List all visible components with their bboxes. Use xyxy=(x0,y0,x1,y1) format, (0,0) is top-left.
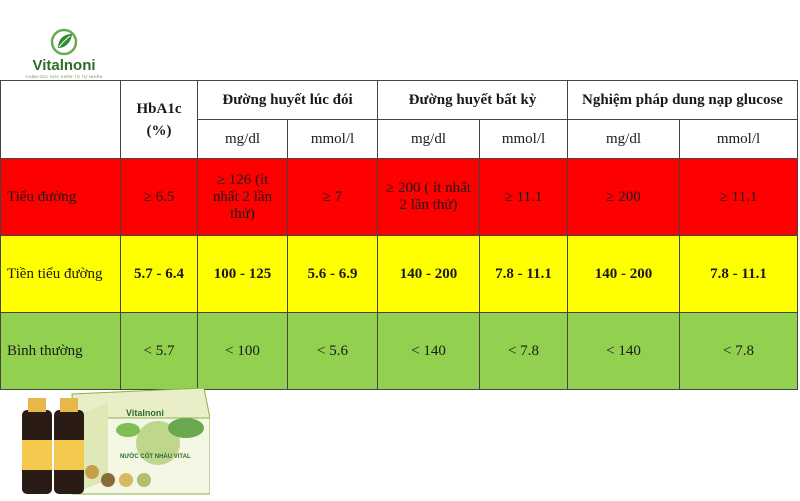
table-cell: ≥ 11.1 xyxy=(679,158,798,236)
table-cell: ≥ 6.5 xyxy=(120,158,198,236)
table-cell: 100 - 125 xyxy=(197,235,288,313)
table-cell: ≥ 7 xyxy=(287,158,378,236)
brand-tagline: CHĂM SÓC SỨC KHỎE TỪ TỰ NHIÊN xyxy=(25,74,103,79)
row-label: Tiểu đường xyxy=(0,158,121,236)
box-title: NƯỚC CỐT NHÀU VITAL xyxy=(120,454,191,460)
unit-header: mg/dl xyxy=(377,119,480,159)
table-cell: < 7.8 xyxy=(679,312,798,390)
hba1c-header: HbA1c (%) xyxy=(120,80,198,159)
table-cell: 7.8 - 11.1 xyxy=(479,235,568,313)
table-row-diabetes: Tiểu đường ≥ 6.5 ≥ 126 (ít nhất 2 lần th… xyxy=(0,158,798,236)
unit-header: mg/dl xyxy=(197,119,288,159)
row-label: Bình thường xyxy=(0,312,121,390)
table-cell: 140 - 200 xyxy=(377,235,480,313)
table-cell: < 5.6 xyxy=(287,312,378,390)
table-cell: < 7.8 xyxy=(479,312,568,390)
brand-name: Vitalnoni xyxy=(32,57,96,74)
box-brand: Vitalnoni xyxy=(126,408,164,418)
product-image: Vitalnoni NƯỚC CỐT NHÀU VITAL xyxy=(8,387,211,496)
unit-header: mmol/l xyxy=(287,119,378,159)
corner-cell xyxy=(0,80,121,159)
table-cell: < 5.7 xyxy=(120,312,198,390)
group-fasting: Đường huyết lúc đói xyxy=(197,80,378,120)
brand-logo: Vitalnoni CHĂM SÓC SỨC KHỎE TỪ TỰ NHIÊN xyxy=(24,28,104,84)
table-cell: 7.8 - 11.1 xyxy=(679,235,798,313)
leaf-logo-icon xyxy=(50,28,78,56)
table-cell: < 140 xyxy=(377,312,480,390)
table-row-normal: Bình thường < 5.7 < 100 < 5.6 < 140 < 7.… xyxy=(0,312,798,390)
table-cell: < 100 xyxy=(197,312,288,390)
unit-header: mg/dl xyxy=(567,119,680,159)
group-ogtt: Nghiệm pháp dung nạp glucose xyxy=(567,80,798,120)
table-cell: ≥ 11.1 xyxy=(479,158,568,236)
table-row-prediabetes: Tiền tiểu đường 5.7 - 6.4 100 - 125 5.6 … xyxy=(0,235,798,313)
unit-header: mmol/l xyxy=(479,119,568,159)
table-cell: 5.6 - 6.9 xyxy=(287,235,378,313)
hba1c-title: HbA1c xyxy=(136,100,182,117)
table-cell: ≥ 126 (ít nhất 2 lần thử) xyxy=(197,158,288,236)
product-bottles-and-box xyxy=(22,387,211,495)
table-cell: < 140 xyxy=(567,312,680,390)
table-cell: ≥ 200 xyxy=(567,158,680,236)
group-random: Đường huyết bất kỳ xyxy=(377,80,568,120)
diabetes-criteria-table: HbA1c (%) Đường huyết lúc đói Đường huyế… xyxy=(0,80,798,390)
unit-header: mmol/l xyxy=(679,119,798,159)
table-cell: 5.7 - 6.4 xyxy=(120,235,198,313)
table-cell: ≥ 200 ( ít nhất 2 lần thử) xyxy=(377,158,480,236)
hba1c-unit: (%) xyxy=(146,122,172,139)
row-label: Tiền tiểu đường xyxy=(0,235,121,313)
table-cell: 140 - 200 xyxy=(567,235,680,313)
